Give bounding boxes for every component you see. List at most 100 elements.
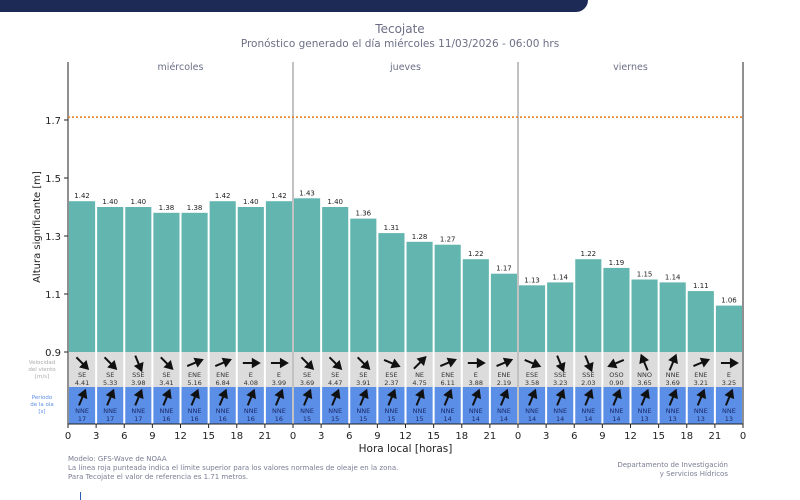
bar (294, 198, 321, 352)
wind-speed: 4.47 (328, 379, 342, 387)
bar (434, 244, 461, 352)
x-tick-label: 0 (290, 431, 296, 442)
wind-arrow-icon (524, 358, 542, 369)
bar-value-label: 1.38 (187, 204, 203, 212)
wave-arrow-icon (471, 388, 482, 406)
wave-arrow-icon (358, 388, 369, 406)
x-tick-label: 9 (149, 431, 155, 442)
wind-speed: 3.88 (469, 379, 483, 387)
y-axis-label: Altura significante [m] (32, 171, 43, 283)
wave-direction: NNE (581, 407, 595, 415)
wind-row-label: [m/s] (35, 374, 49, 380)
wave-direction: NNE (216, 407, 230, 415)
wind-cell (490, 352, 517, 387)
wave-arrow-icon (499, 388, 510, 406)
wave-arrow-icon (274, 388, 285, 406)
wind-cell (603, 352, 630, 387)
bar-value-label: 1.19 (609, 259, 625, 267)
wind-speed: 3.98 (131, 379, 145, 387)
wave-arrow-icon (668, 388, 678, 406)
wind-arrow-icon (720, 357, 739, 369)
wind-arrow-icon (75, 356, 90, 371)
x-tick-label: 6 (346, 431, 352, 442)
wave-direction: NNE (300, 407, 314, 415)
footer-dept1: Departamento de Investigación (617, 461, 728, 469)
wave-arrow-icon (443, 388, 453, 406)
wave-arrow-icon (386, 388, 397, 406)
bar (181, 212, 208, 352)
wave-direction: NNE (666, 407, 680, 415)
wave-direction: NNE (328, 407, 342, 415)
wind-arrow-icon (439, 357, 457, 368)
footer-note2: Para Tecojate el valor de referencia es … (68, 473, 249, 481)
wave-arrow-icon (415, 388, 425, 406)
wind-arrow-icon (639, 353, 650, 371)
x-tick-label: 21 (259, 431, 272, 442)
bar (659, 282, 686, 352)
wind-direction: E (249, 371, 253, 379)
day-label: jueves (389, 62, 421, 73)
wind-direction: ENE (497, 371, 510, 379)
wind-cell (237, 352, 264, 387)
bar-value-label: 1.42 (74, 192, 90, 200)
bar (547, 282, 574, 352)
wind-arrow-icon (270, 357, 289, 369)
x-tick-label: 9 (374, 431, 380, 442)
period-row-label: Periodo (32, 395, 53, 401)
bar (687, 291, 714, 352)
wind-direction: SSE (554, 371, 566, 379)
wind-cell (125, 352, 152, 387)
bar-value-label: 1.27 (440, 236, 456, 244)
wind-arrow-icon (607, 358, 625, 369)
wind-cell (209, 352, 236, 387)
wind-arrow-icon (214, 357, 232, 368)
wave-direction: NNE (75, 407, 89, 415)
wave-period: 17 (106, 415, 114, 423)
bar-value-label: 1.42 (215, 192, 231, 200)
wind-speed: 3.99 (272, 379, 286, 387)
wave-arrow-icon (105, 388, 116, 406)
wind-direction: OSO (609, 371, 623, 379)
wave-direction: NNE (497, 407, 511, 415)
wave-arrow-icon (640, 388, 650, 406)
wind-direction: SE (359, 371, 367, 379)
wave-arrow-icon (190, 388, 200, 406)
footer-dept2: y Servicios Hídricos (659, 470, 728, 478)
wind-cell (378, 352, 405, 387)
wind-arrow-icon (356, 356, 371, 371)
wave-period: 14 (556, 415, 564, 423)
bar-value-label: 1.11 (693, 282, 709, 290)
wave-arrow-icon (527, 388, 538, 406)
wave-period: 14 (528, 415, 536, 423)
x-tick-label: 0 (740, 431, 746, 442)
bar-value-label: 1.43 (299, 189, 315, 197)
wind-speed: 2.19 (497, 379, 511, 387)
bar-value-label: 1.40 (102, 198, 118, 206)
bar (322, 207, 349, 352)
period-row-label: de la ola (30, 402, 54, 408)
wave-arrow-icon (77, 388, 88, 406)
bar-value-label: 1.28 (412, 233, 428, 241)
bar (462, 259, 489, 352)
footer-dept: Departamento de Investigación y Servicio… (617, 461, 728, 479)
wave-direction: NNE (525, 407, 539, 415)
bar-value-label: 1.38 (159, 204, 175, 212)
wind-direction: SSE (582, 371, 594, 379)
bar-value-label: 1.14 (552, 273, 568, 281)
wind-arrow-icon (328, 356, 343, 371)
wave-direction: NNE (272, 407, 286, 415)
wind-cell (462, 352, 489, 387)
wind-cell (434, 352, 461, 387)
bar (715, 305, 742, 352)
bar (153, 212, 180, 352)
wind-direction: NNE (666, 371, 680, 379)
wind-direction: SE (162, 371, 170, 379)
x-tick-label: 3 (93, 431, 99, 442)
wave-direction: NNE (160, 407, 174, 415)
bar-value-label: 1.42 (271, 192, 287, 200)
wind-direction: SE (78, 371, 86, 379)
wind-cell (69, 352, 96, 387)
wind-speed: 3.41 (159, 379, 173, 387)
wind-arrow-icon (186, 357, 204, 368)
